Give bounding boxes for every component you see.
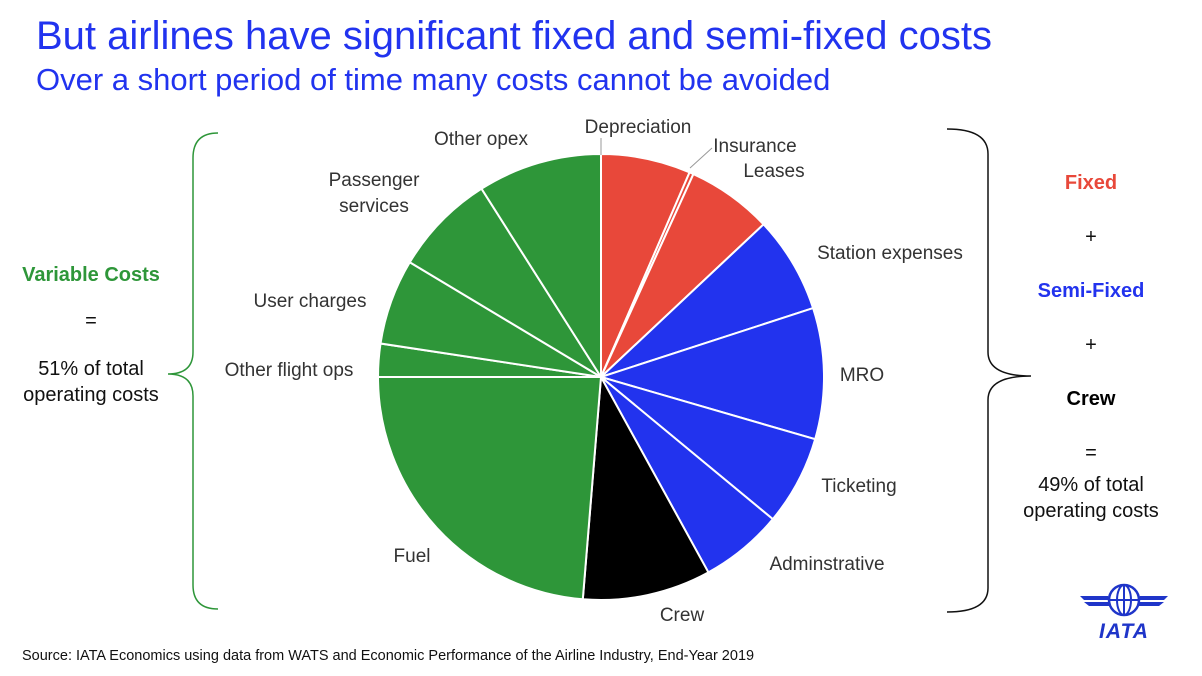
semi-fixed-label: Semi-Fixed xyxy=(1037,280,1145,302)
slice-label-adminstrative: Adminstrative xyxy=(769,554,884,575)
variable-costs-summary: Variable Costs = 51% of total operating … xyxy=(10,262,172,408)
slice-label-user-charges: User charges xyxy=(254,291,367,312)
slice-label-other-flight-ops: Other flight ops xyxy=(225,360,354,381)
iata-logo: IATA xyxy=(1078,582,1170,643)
pie-slice-other-opex xyxy=(480,152,602,381)
pie-slices xyxy=(376,152,825,601)
variable-equals-sign: = xyxy=(85,310,97,332)
crew-label: Crew xyxy=(1066,388,1116,410)
plus-sign-1: + xyxy=(1085,226,1097,248)
slice-label-other-opex: Other opex xyxy=(434,129,528,150)
page-subtitle: Over a short period of time many costs c… xyxy=(36,62,831,97)
page-title: But airlines have significant fixed and … xyxy=(36,14,993,58)
slice-labels: Depreciation Insurance Leases Station expen… xyxy=(225,117,963,626)
slice-label-station-expenses: Station expenses xyxy=(817,243,963,264)
variable-costs-share: 51% of total operating costs xyxy=(23,358,159,406)
leader-line-insurance xyxy=(689,147,713,169)
plus-sign-2: + xyxy=(1085,334,1097,356)
slice-label-crew: Crew xyxy=(660,605,705,626)
pie-slice-mro xyxy=(597,306,825,441)
fixed-costs-share: 49% of total operating costs xyxy=(1023,474,1159,522)
fixed-label: Fixed xyxy=(1064,172,1118,194)
slice-label-insurance: Insurance xyxy=(713,136,796,157)
slice-label-mro: MRO xyxy=(840,365,884,386)
leader-lines xyxy=(600,138,713,169)
fixed-costs-summary: Fixed + Semi-Fixed + Crew = 49% of total… xyxy=(1000,170,1182,524)
pie-slice-crew xyxy=(581,373,710,601)
slice-label-fuel: Fuel xyxy=(394,546,431,567)
slice-label-depreciation: Depreciation xyxy=(585,117,692,138)
variable-costs-heading: Variable Costs xyxy=(22,264,160,286)
globe-wings-icon xyxy=(1080,583,1168,617)
iata-logo-text: IATA xyxy=(1099,620,1149,643)
right-brace xyxy=(946,128,1032,613)
slice-label-leases: Leases xyxy=(743,161,804,182)
fixed-equals-sign: = xyxy=(1085,442,1097,464)
pie-slice-passenger-services xyxy=(408,187,602,378)
slice-label-ticketing: Ticketing xyxy=(821,476,896,497)
slice-label-passenger-services: Passenger services xyxy=(329,170,421,217)
source-note: Source: IATA Economics using data from W… xyxy=(22,648,755,664)
left-brace xyxy=(167,132,219,610)
pie-slice-fuel xyxy=(376,376,603,601)
